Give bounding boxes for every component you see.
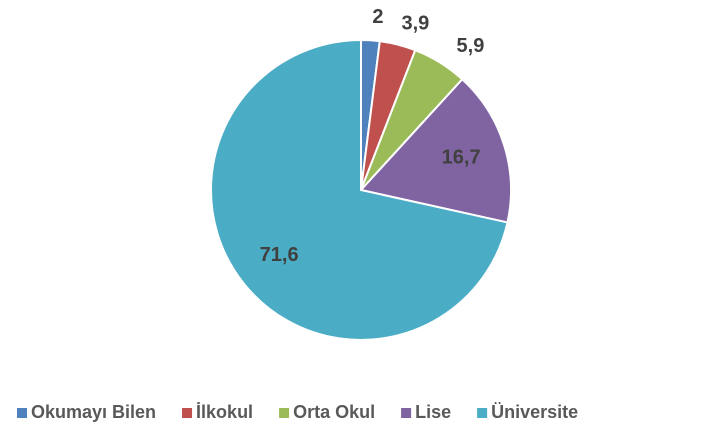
legend-label: Lise [415, 402, 451, 422]
legend-swatch [477, 408, 488, 418]
data-label: 5,9 [457, 35, 485, 57]
legend-label: Üniversite [491, 402, 578, 422]
legend-swatch [279, 408, 290, 418]
pie-slice [210, 38, 509, 341]
legend-label: Okumayı Bilen [31, 402, 156, 422]
data-label: 2 [372, 6, 383, 28]
legend-swatch [182, 408, 193, 418]
legend-swatch [401, 408, 412, 418]
pie-slice [359, 77, 512, 224]
legend-label: İlkokul [196, 402, 253, 422]
legend-swatch [17, 408, 27, 418]
legend-label: Orta Okul [293, 402, 375, 422]
data-label: 16,7 [442, 147, 481, 169]
data-label: 3,9 [401, 13, 429, 35]
data-label: 71,6 [260, 244, 299, 266]
